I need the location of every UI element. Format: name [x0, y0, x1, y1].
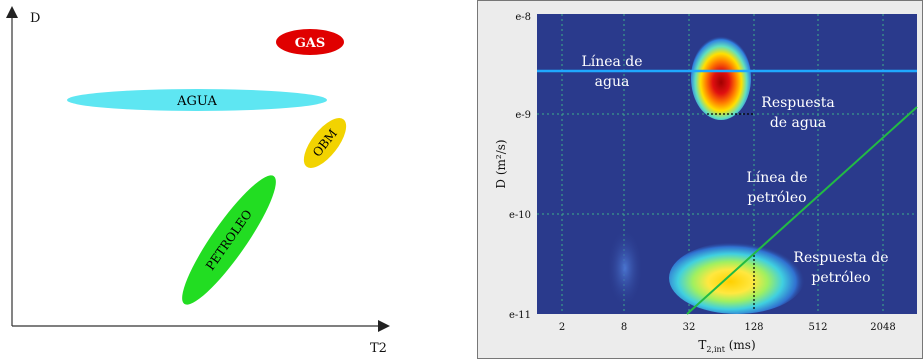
x-tick: 128	[744, 322, 763, 333]
y-tick: e-9	[515, 110, 531, 121]
y-tick: e-8	[515, 12, 531, 23]
gas-label: GAS	[295, 36, 326, 51]
x-axis-title-unit: (ms)	[725, 338, 756, 352]
oil-line	[686, 106, 918, 315]
oil-response-label-1: Respuesta de	[793, 250, 888, 266]
oil-response-blob	[669, 242, 805, 314]
y-ticks: e-8 e-9 e-10 e-11	[509, 12, 531, 321]
x-axis-title-sub: 2,int	[706, 345, 725, 354]
y-tick: e-11	[509, 310, 531, 321]
x-tick: 32	[683, 322, 696, 333]
water-line-label-1: Línea de	[581, 54, 642, 70]
x-tick: 512	[808, 322, 827, 333]
y-tick: e-10	[509, 210, 531, 221]
water-response-blob	[691, 36, 751, 120]
water-line-label-2: agua	[595, 74, 630, 90]
x-tick: 2	[559, 322, 565, 333]
x-axis-title-main: T	[698, 338, 706, 352]
y-axis-label: D	[30, 11, 40, 26]
oil-response-label-2: petróleo	[811, 270, 870, 286]
x-ticks: 2 8 32 128 512 2048	[559, 322, 896, 333]
dt2-map-svg: Línea de agua Respuesta de agua Línea de…	[477, 0, 923, 359]
x-axis-title: T2,int (ms)	[698, 338, 755, 354]
x-tick: 8	[621, 322, 627, 333]
dt2-schematic-svg: D T2 GAS AGUA OBM PETROLEO	[6, 6, 390, 356]
petroleo-region	[182, 175, 276, 305]
agua-region	[67, 89, 327, 111]
x-axis-label: T2	[370, 341, 387, 356]
faint-signal	[607, 228, 643, 308]
dt2-map-panel: Línea de agua Respuesta de agua Línea de…	[477, 0, 923, 360]
x-tick: 2048	[870, 322, 895, 333]
oil-line-label-2: petróleo	[747, 190, 806, 206]
dt2-schematic-panel: D T2 GAS AGUA OBM PETROLEO	[6, 6, 390, 356]
oil-line-label-1: Línea de	[746, 170, 807, 186]
obm-region	[303, 118, 347, 168]
water-response-label-2: de agua	[770, 115, 826, 131]
agua-label: AGUA	[176, 94, 217, 109]
y-axis-title: D (m²/s)	[494, 139, 508, 188]
water-response-label-1: Respuesta	[761, 95, 834, 111]
gas-region	[276, 29, 344, 55]
